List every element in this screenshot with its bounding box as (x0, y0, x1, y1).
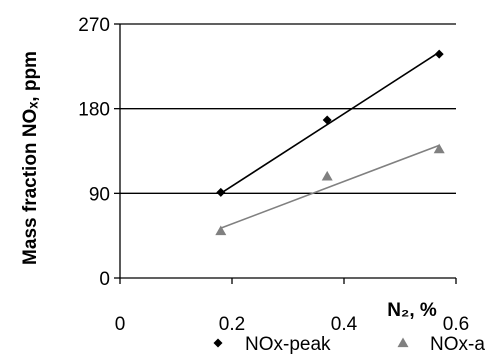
legend-marker-NOx-av (397, 337, 409, 348)
x-tick-label-3: 0.6 (443, 314, 469, 335)
point-NOx-peak-2 (434, 49, 444, 59)
point-NOx-av-2 (433, 143, 445, 154)
point-NOx-peak-1 (322, 115, 332, 125)
point-NOx-av-0 (215, 225, 227, 236)
y-tick-label-0: 0 (99, 269, 110, 290)
point-NOx-av-1 (321, 170, 333, 181)
trendline-NOx-av (220, 144, 440, 229)
x-axis-title: N₂, % (387, 300, 437, 321)
data-markers (215, 49, 445, 236)
x-tick-label-2: 0.4 (331, 314, 358, 335)
axes (114, 23, 457, 284)
trendlines (220, 51, 440, 229)
point-NOx-peak-0 (216, 187, 226, 197)
legend: NOx-peak NOx-av (213, 334, 485, 355)
legend-label-NOx-peak: NOx-peak (245, 334, 331, 355)
legend-label-NOx-av: NOx-av (430, 334, 485, 355)
grid-lines (120, 23, 456, 194)
y-tick-label-1: 90 (89, 184, 110, 205)
trendline-NOx-peak (220, 51, 440, 195)
x-tick-label-1: 0.2 (219, 314, 245, 335)
legend-marker-NOx-peak (213, 338, 223, 348)
y-tick-label-3: 270 (78, 15, 110, 36)
x-tick-label-0: 0 (115, 314, 126, 335)
y-axis-title: Mass fraction NOₓ, ppm (20, 51, 41, 265)
y-tick-label-2: 180 (78, 100, 110, 121)
tick-labels: 0 90 180 270 0 0.2 0.4 0.6 (78, 15, 469, 335)
